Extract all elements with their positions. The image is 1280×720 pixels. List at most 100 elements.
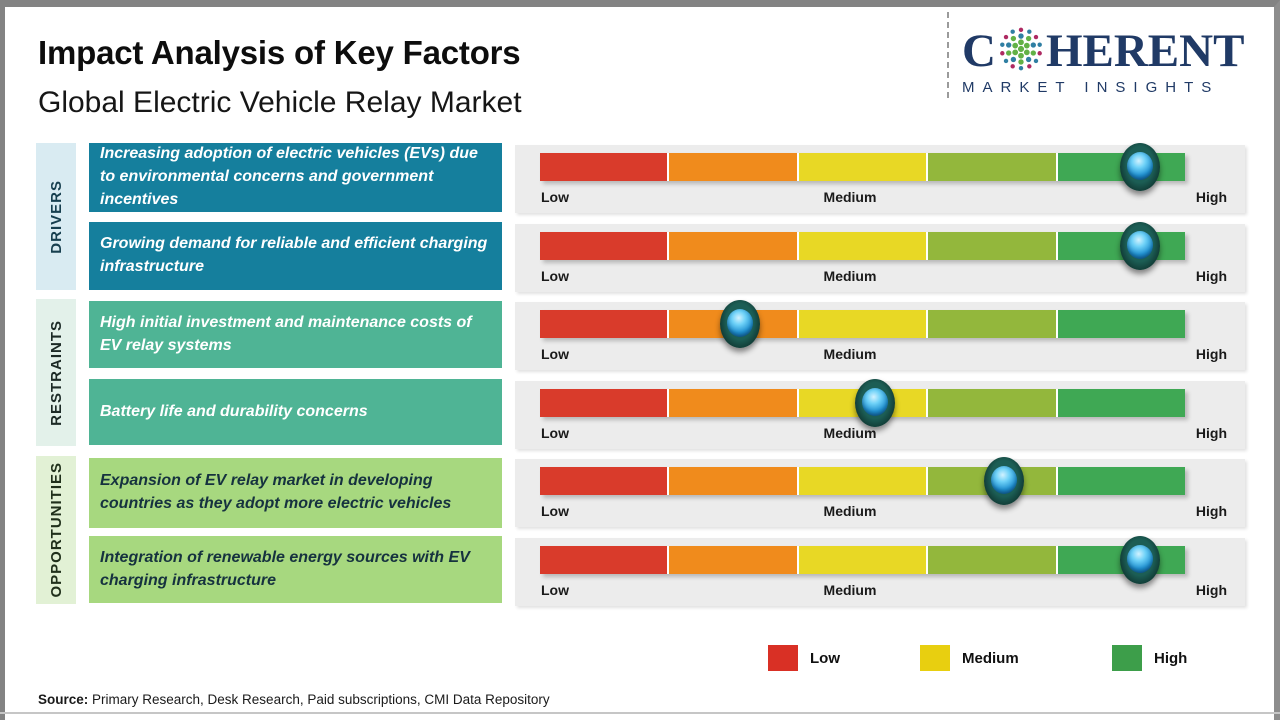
legend-label-low: Low <box>810 649 840 667</box>
factor-text: Expansion of EV relay market in developi… <box>100 472 452 512</box>
scale-label-high: High <box>1195 582 1227 598</box>
coherent-logo: C HERENT MARKET INSIGHTS <box>962 26 1262 96</box>
section-label-drivers: DRIVERS <box>47 179 65 254</box>
section-label-opportunities: OPPORTUNITIES <box>47 462 65 598</box>
scale-label-low: Low <box>541 503 569 519</box>
impact-gauge: Low Medium High <box>515 536 1245 606</box>
section-strip-restraints: RESTRAINTS <box>36 299 76 446</box>
bar-segment-red <box>540 467 668 495</box>
bar-segment-orange <box>669 467 797 495</box>
scale-label-low: Low <box>541 189 569 205</box>
factor-card: Increasing adoption of electric vehicles… <box>89 143 502 212</box>
scale-label-low: Low <box>541 346 569 362</box>
gauge-scale: Low Medium High <box>515 189 1245 209</box>
impact-slider-knob[interactable] <box>984 457 1025 505</box>
impact-gauge: Low Medium High <box>515 143 1245 213</box>
scale-label-high: High <box>1195 425 1227 441</box>
impact-bar <box>540 379 1186 427</box>
bar-segment-red <box>540 153 668 181</box>
legend-swatch-high <box>1112 645 1142 671</box>
legend-item-low: Low <box>768 645 840 671</box>
gauge-scale: Low Medium High <box>515 582 1245 602</box>
bar-segment-red <box>540 310 668 338</box>
legend-swatch-low <box>768 645 798 671</box>
impact-gauge: Low Medium High <box>515 300 1245 370</box>
scale-label-high: High <box>1195 268 1227 284</box>
impact-bar <box>540 300 1186 348</box>
scale-label-medium: Medium <box>823 582 877 598</box>
factor-card: Growing demand for reliable and efficien… <box>89 222 502 290</box>
section-strip-drivers: DRIVERS <box>36 143 76 290</box>
factor-card: Expansion of EV relay market in developi… <box>89 458 502 528</box>
scale-label-low: Low <box>541 425 569 441</box>
source-note: Source: Primary Research, Desk Research,… <box>38 692 550 707</box>
coherent-globe-icon <box>1000 27 1042 71</box>
scale-label-low: Low <box>541 582 569 598</box>
impact-bar <box>540 536 1186 584</box>
gauge-scale: Low Medium High <box>515 425 1245 445</box>
impact-slider-knob[interactable] <box>1119 143 1160 191</box>
bar-segment-yellow <box>798 153 927 181</box>
gauge-scale: Low Medium High <box>515 268 1245 288</box>
impact-bar <box>540 222 1186 270</box>
bar-segment-orange <box>669 232 797 260</box>
bar-segment-yellowgreen <box>928 153 1056 181</box>
bar-segment-yellowgreen <box>928 389 1056 417</box>
page-subtitle: Global Electric Vehicle Relay Market <box>38 86 522 119</box>
page-title: Impact Analysis of Key Factors <box>38 34 521 71</box>
logo-divider <box>947 12 949 98</box>
legend-item-medium: Medium <box>920 645 1019 671</box>
bar-segment-yellow <box>798 467 927 495</box>
scale-label-medium: Medium <box>823 189 877 205</box>
legend-item-high: High <box>1112 645 1187 671</box>
factor-card: High initial investment and maintenance … <box>89 301 502 368</box>
scale-label-low: Low <box>541 268 569 284</box>
legend-label-medium: Medium <box>962 649 1019 667</box>
bar-segment-red <box>540 389 668 417</box>
section-label-restraints: RESTRAINTS <box>47 319 65 426</box>
bar-segment-orange <box>669 546 797 574</box>
scale-label-medium: Medium <box>823 268 877 284</box>
bar-segment-yellowgreen <box>928 546 1056 574</box>
scale-label-medium: Medium <box>823 346 877 362</box>
factor-text: Battery life and durability concerns <box>100 402 368 420</box>
source-label: Source: <box>38 692 89 707</box>
factor-text: Growing demand for reliable and efficien… <box>100 235 488 275</box>
bar-segment-yellowgreen <box>928 232 1056 260</box>
impact-slider-knob[interactable] <box>719 300 760 348</box>
factor-text: Integration of renewable energy sources … <box>100 548 470 589</box>
scale-label-high: High <box>1195 346 1227 362</box>
bar-segment-green <box>1057 467 1186 495</box>
gauge-scale: Low Medium High <box>515 346 1245 366</box>
bar-segment-orange <box>669 153 797 181</box>
factor-text: Increasing adoption of electric vehicles… <box>100 145 478 208</box>
slide-bottom-rule <box>0 712 1280 714</box>
impact-slider-knob[interactable] <box>855 379 896 427</box>
bar-segment-red <box>540 546 668 574</box>
bar-segment-yellow <box>798 232 927 260</box>
bar-segment-red <box>540 232 668 260</box>
legend: Low Medium High <box>0 645 1280 673</box>
logo-wordmark: C HERENT <box>962 26 1262 76</box>
legend-swatch-medium <box>920 645 950 671</box>
impact-bar <box>540 143 1186 191</box>
bar-segment-green <box>1057 389 1186 417</box>
impact-gauge: Low Medium High <box>515 222 1245 292</box>
scale-label-medium: Medium <box>823 503 877 519</box>
factor-card: Integration of renewable energy sources … <box>89 536 502 603</box>
logo-letter-c: C <box>962 24 996 77</box>
gauge-scale: Low Medium High <box>515 503 1245 523</box>
scale-label-medium: Medium <box>823 425 877 441</box>
section-strip-opportunities: OPPORTUNITIES <box>36 456 76 604</box>
scale-label-high: High <box>1195 503 1227 519</box>
impact-slider-knob[interactable] <box>1119 536 1160 584</box>
bar-segment-orange <box>669 389 797 417</box>
scale-label-high: High <box>1195 189 1227 205</box>
impact-slider-knob[interactable] <box>1119 222 1160 270</box>
bar-segment-yellow <box>798 546 927 574</box>
factor-text: High initial investment and maintenance … <box>100 313 472 354</box>
bar-segment-yellow <box>798 310 927 338</box>
logo-tagline: MARKET INSIGHTS <box>962 79 1220 96</box>
factor-card: Battery life and durability concerns <box>89 379 502 445</box>
source-text: Primary Research, Desk Research, Paid su… <box>88 692 550 707</box>
